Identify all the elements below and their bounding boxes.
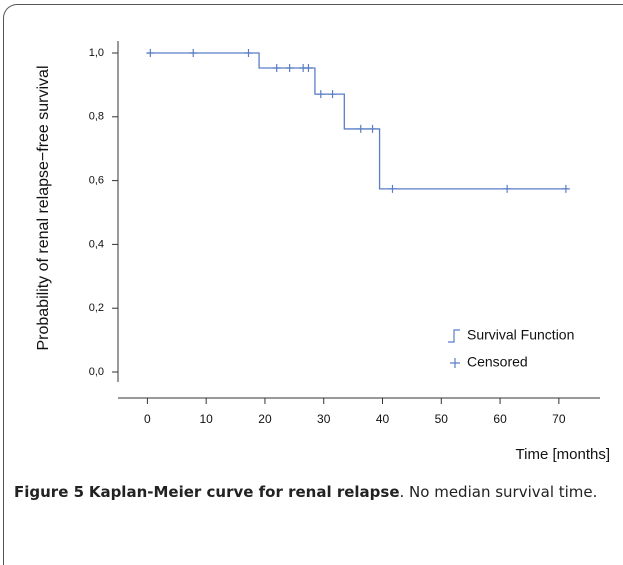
censored-mark <box>368 124 377 133</box>
censored-mark <box>272 63 281 72</box>
censored-mark <box>316 90 325 99</box>
y-tick-label: 0,4 <box>89 238 104 250</box>
caption-text: . No median survival time. <box>399 483 598 501</box>
censored-mark <box>189 49 198 57</box>
caption-title: Kaplan-Meier curve for renal relapse <box>88 483 400 501</box>
x-tick-label: 60 <box>493 412 507 426</box>
censored-mark <box>304 63 313 72</box>
caption-label: Figure 5 <box>14 483 85 501</box>
legend-label: Censored <box>467 354 528 370</box>
x-tick-label: 0 <box>144 412 151 426</box>
caption: Figure 5 Kaplan-Meier curve for renal re… <box>14 480 610 504</box>
censored-mark <box>388 184 397 193</box>
legend-icon <box>448 329 460 343</box>
page: {"chart_data": {"type": "step", "ylabel"… <box>3 4 623 565</box>
y-tick-label: 0,2 <box>89 302 104 314</box>
legend-icon <box>450 358 460 368</box>
legend-label: Survival Function <box>467 327 574 343</box>
x-tick-label: 20 <box>258 412 272 426</box>
x-tick-label: 50 <box>435 412 449 426</box>
figure-frame <box>3 4 623 565</box>
censored-mark <box>561 184 570 193</box>
y-axis-label: Probability of renal relapse−free surviv… <box>35 65 52 350</box>
censored-mark <box>328 90 337 99</box>
censored-mark <box>503 184 512 193</box>
censored-mark <box>285 63 294 72</box>
censored-mark <box>146 49 155 57</box>
y-tick-label: 0,0 <box>89 366 104 378</box>
x-tick-label: 10 <box>199 412 213 426</box>
chart: Probability of renal relapse−free surviv… <box>35 41 610 463</box>
y-tick-label: 0,6 <box>89 175 104 187</box>
x-axis-label: Time [months] <box>516 446 610 463</box>
survival-curve <box>147 52 568 190</box>
censored-mark <box>356 124 365 133</box>
x-tick-label: 70 <box>552 412 566 426</box>
y-tick-label: 1,0 <box>89 47 104 59</box>
censored-mark <box>244 49 253 57</box>
x-tick-label: 40 <box>376 412 390 426</box>
y-tick-label: 0,8 <box>89 111 104 123</box>
x-tick-label: 30 <box>317 412 331 426</box>
